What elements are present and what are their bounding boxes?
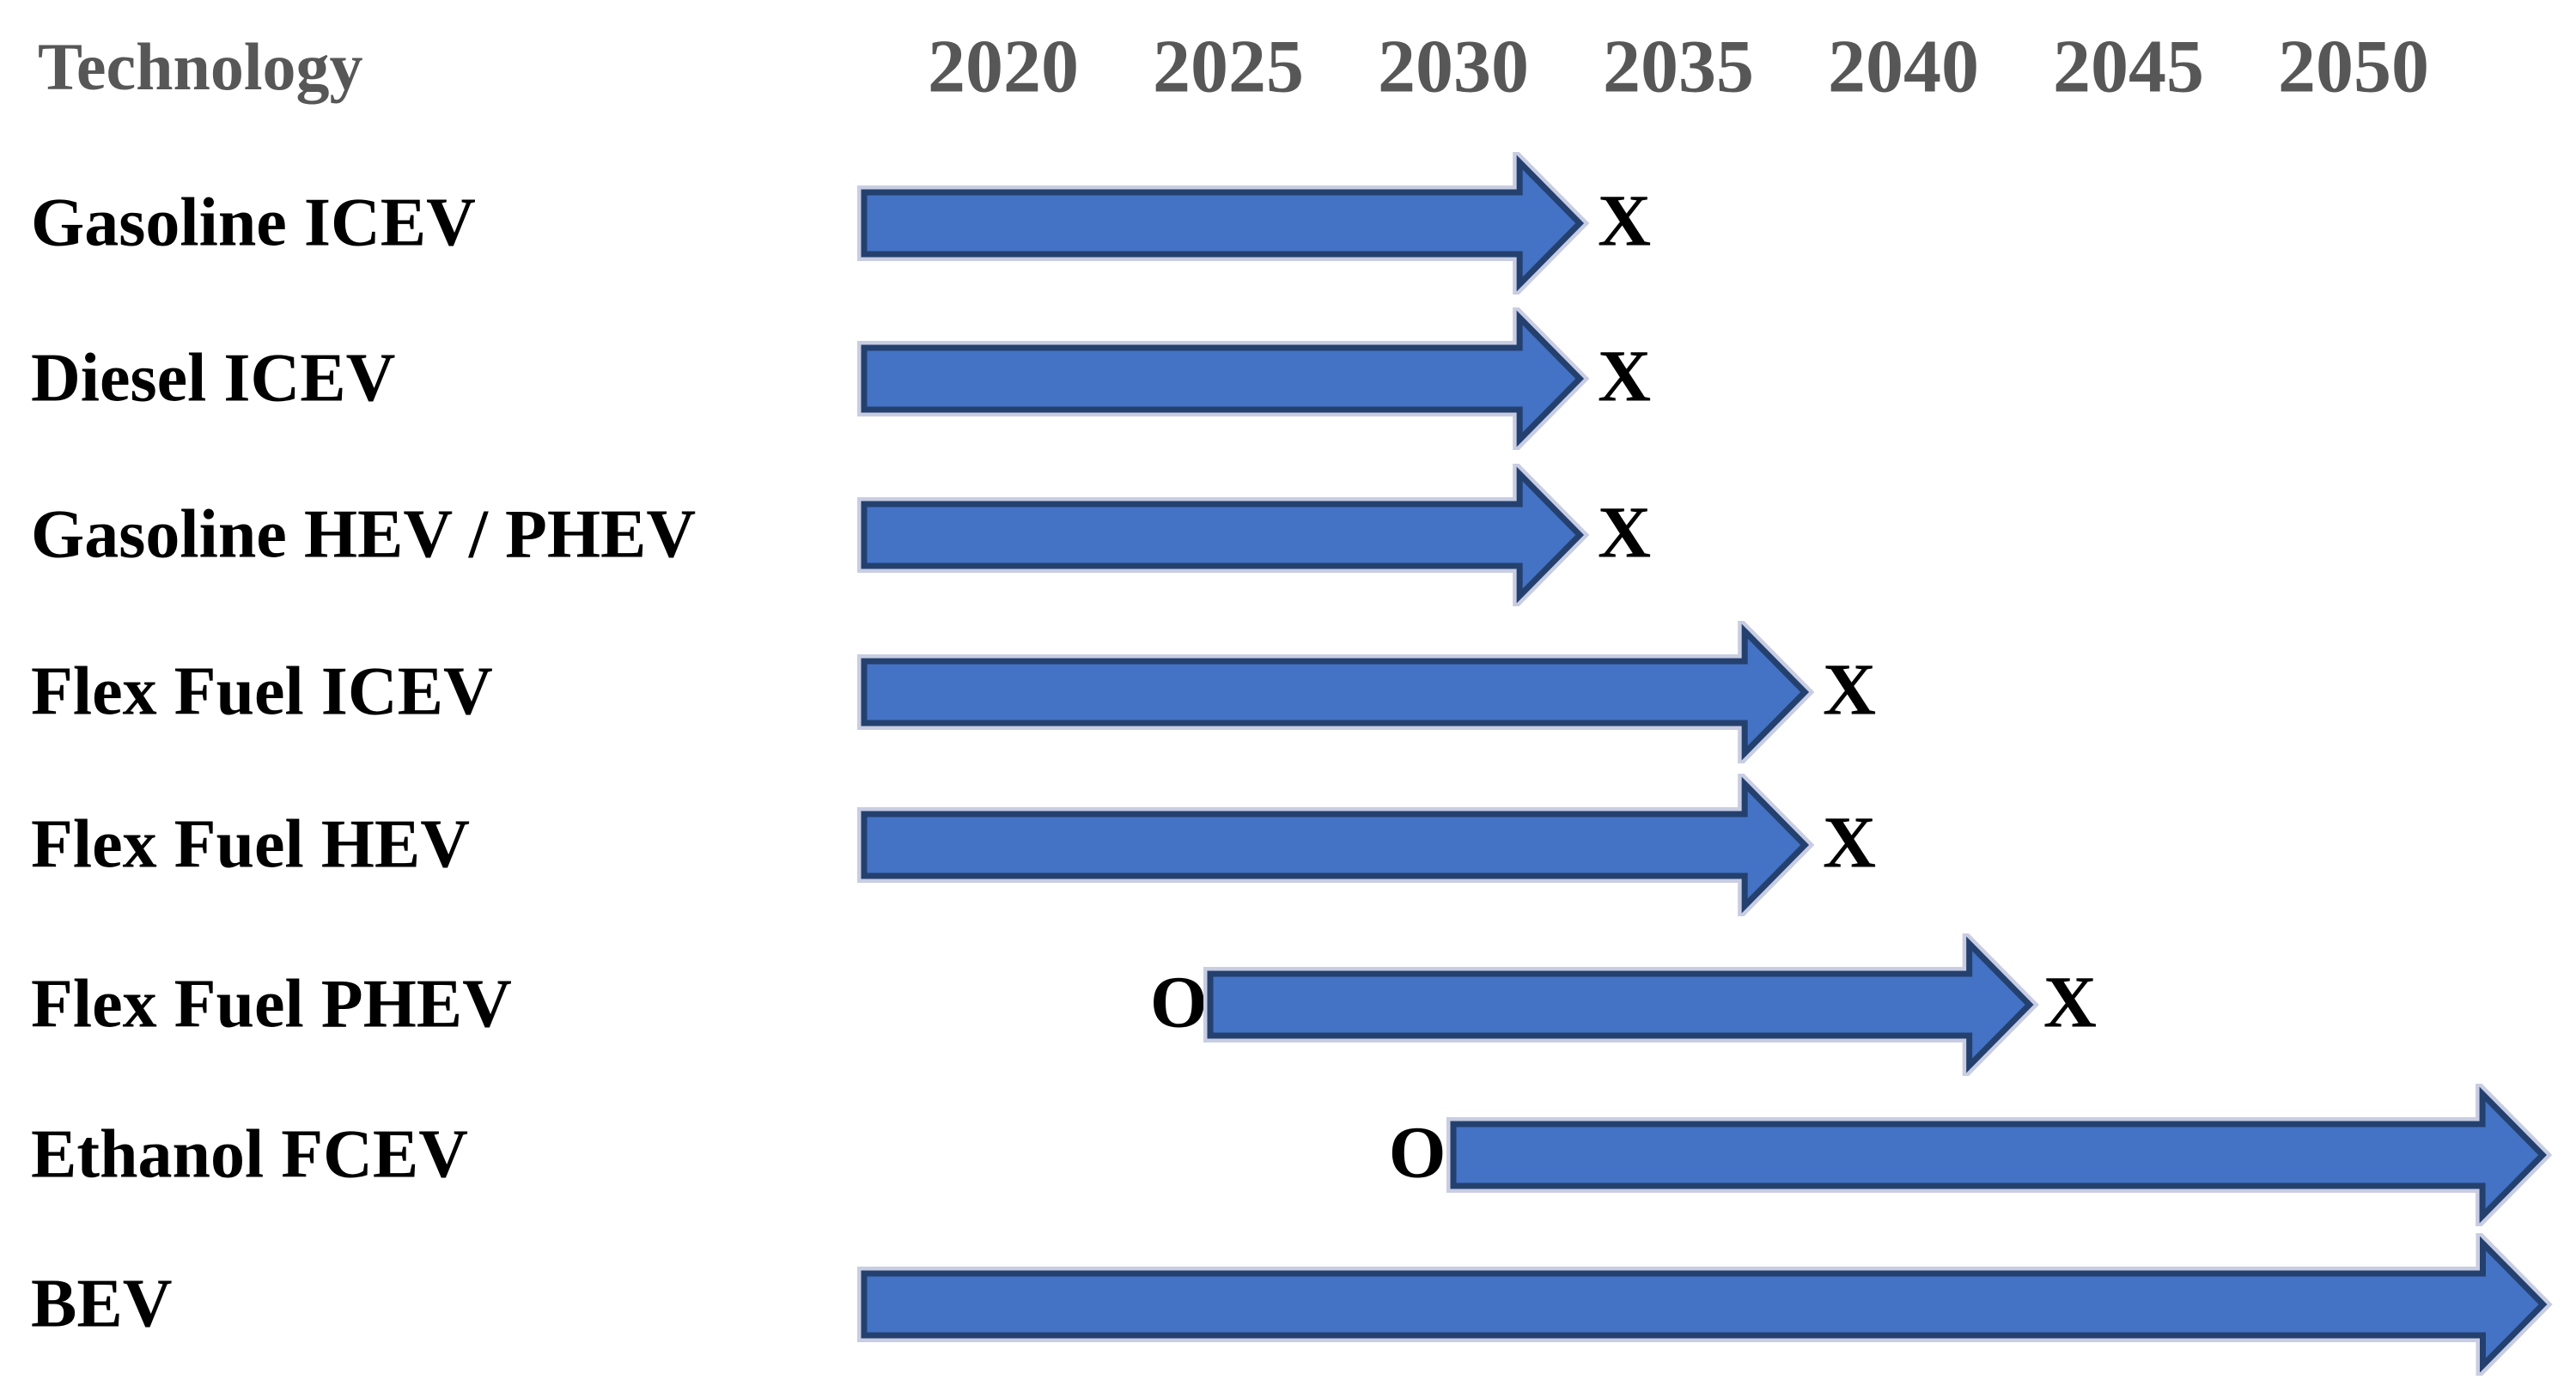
row-diesel-icev-end-marker-x: X xyxy=(1598,334,1652,417)
row-flex-fuel-hev-end-marker-x: X xyxy=(1823,800,1877,884)
row-gasoline-icev-arrow xyxy=(856,152,1589,295)
row-flex-fuel-phev-end-marker-x: X xyxy=(2043,960,2097,1043)
year-label-2035: 2035 xyxy=(1603,25,1754,109)
row-flex-fuel-icev-arrow xyxy=(856,621,1814,763)
row-flex-fuel-phev-label: Flex Fuel PHEV xyxy=(31,966,512,1042)
row-ethanol-fcev-arrow xyxy=(1446,1084,2553,1226)
row-gasoline-icev-end-marker-x: X xyxy=(1598,179,1652,262)
row-gasoline-hev-phev-label: Gasoline HEV / PHEV xyxy=(31,496,697,573)
row-flex-fuel-icev-end-marker-x: X xyxy=(1823,647,1877,731)
row-flex-fuel-phev-arrow xyxy=(1203,933,2039,1076)
year-label-2045: 2045 xyxy=(2053,25,2204,109)
row-flex-fuel-hev-label: Flex Fuel HEV xyxy=(31,806,471,883)
row-flex-fuel-phev-start-marker-o: O xyxy=(1149,960,1208,1043)
year-label-2020: 2020 xyxy=(928,25,1079,109)
row-gasoline-hev-phev-arrow xyxy=(856,464,1589,606)
row-ethanol-fcev-start-marker-o: O xyxy=(1388,1110,1446,1194)
year-label-2040: 2040 xyxy=(1828,25,1979,109)
row-ethanol-fcev-label: Ethanol FCEV xyxy=(31,1116,468,1193)
row-flex-fuel-icev-label: Flex Fuel ICEV xyxy=(31,653,493,730)
year-label-2050: 2050 xyxy=(2278,25,2429,109)
row-gasoline-hev-phev-end-marker-x: X xyxy=(1598,490,1652,574)
year-label-2025: 2025 xyxy=(1153,25,1304,109)
row-diesel-icev-label: Diesel ICEV xyxy=(31,340,396,416)
year-label-2030: 2030 xyxy=(1378,25,1529,109)
row-gasoline-icev-label: Gasoline ICEV xyxy=(31,185,476,261)
row-bev-label: BEV xyxy=(31,1266,173,1342)
row-bev-arrow xyxy=(856,1233,2553,1376)
technology-column-header: Technology xyxy=(38,29,363,104)
row-diesel-icev-arrow xyxy=(856,307,1589,450)
row-flex-fuel-hev-arrow xyxy=(856,774,1814,916)
